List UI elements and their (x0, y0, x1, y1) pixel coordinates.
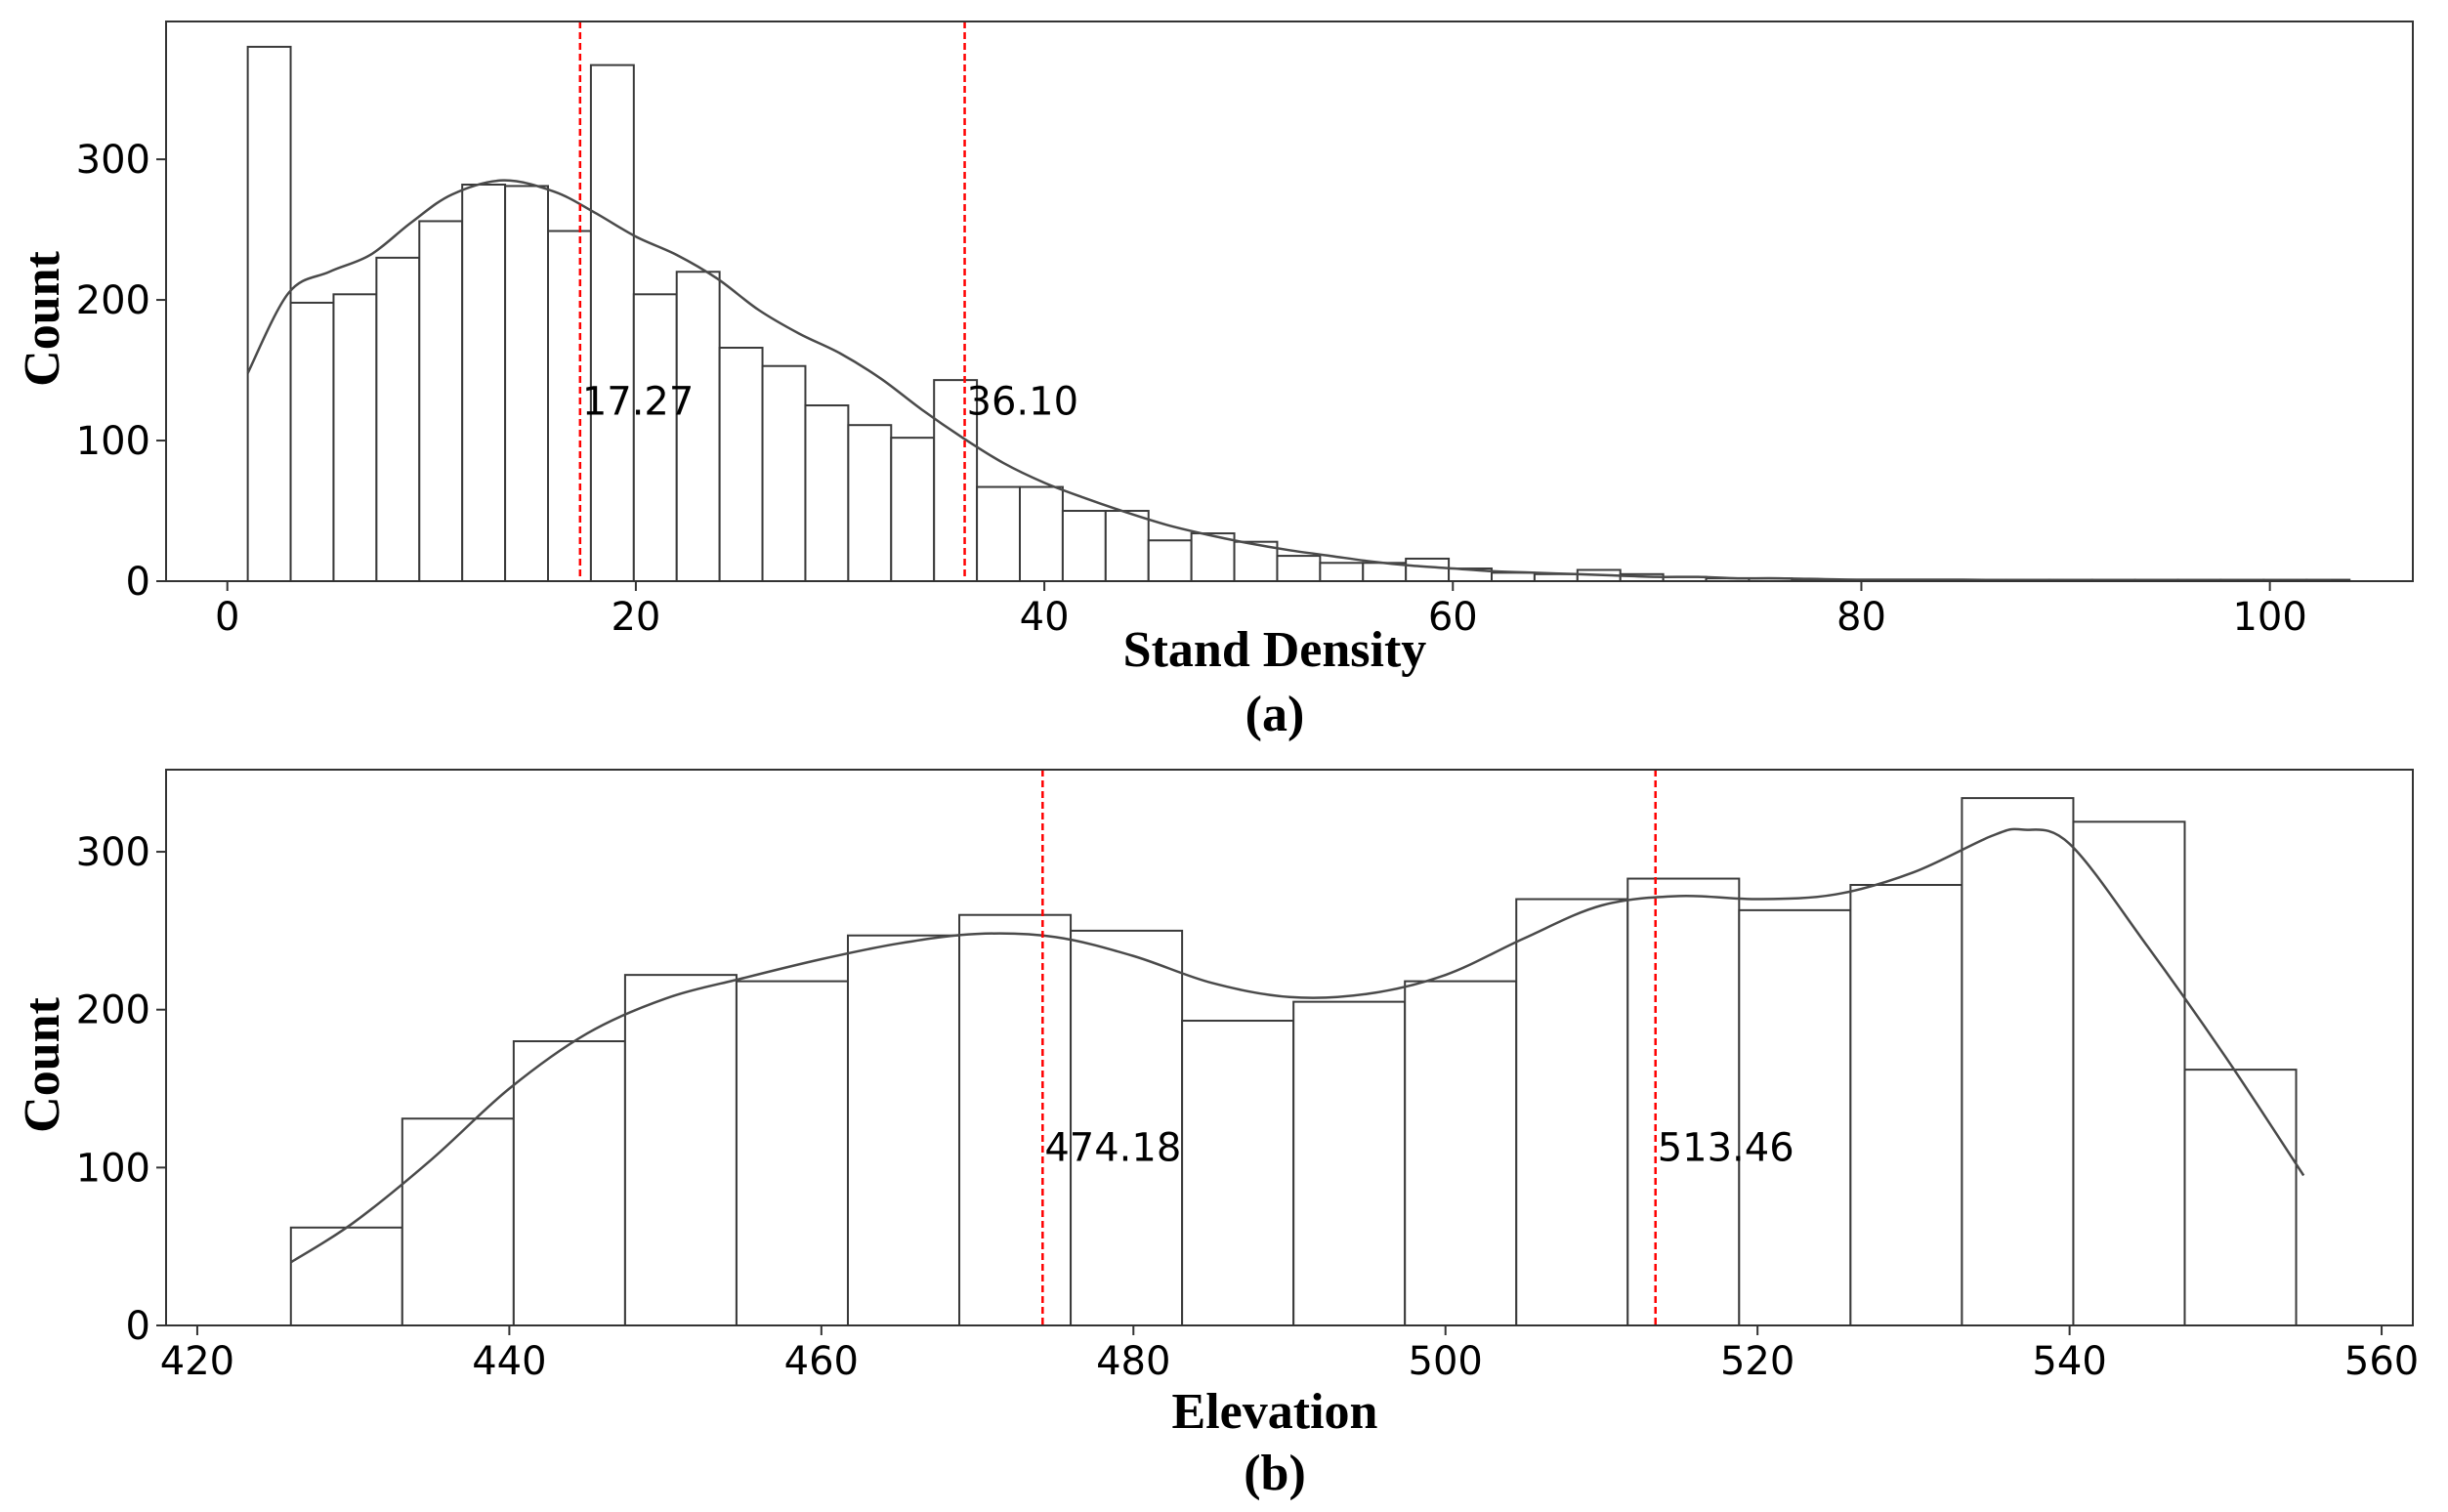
histogram-bar (976, 485, 1021, 582)
histogram-bar (1061, 510, 1107, 582)
histogram-bar (2072, 820, 2186, 1326)
histogram-bar (846, 934, 961, 1326)
histogram-bar (933, 379, 979, 582)
y-tick-label: 200 (76, 278, 150, 323)
y-axis-label: Count (15, 250, 70, 386)
panel-caption: (a) (1245, 687, 1305, 742)
x-axis-label: Stand Density (1123, 622, 1427, 678)
x-tick-label: 0 (215, 595, 239, 640)
histogram-bar (1147, 539, 1193, 582)
histogram-bar (1104, 510, 1150, 582)
x-tick-label: 440 (472, 1339, 546, 1384)
panel-caption: (b) (1244, 1446, 1306, 1501)
histogram-bar (1276, 555, 1322, 583)
histogram-bar (1961, 797, 2075, 1326)
y-tick-label: 200 (76, 988, 150, 1033)
histogram-bar (1190, 532, 1236, 582)
x-tick-label: 20 (611, 595, 660, 640)
histogram-bar (1292, 1000, 1407, 1327)
histogram-bar (375, 256, 421, 582)
histogram-bar (958, 913, 1073, 1326)
x-tick-label: 480 (1096, 1339, 1170, 1384)
histogram-bar (401, 1117, 515, 1326)
histogram-bar (1738, 908, 1852, 1326)
reference-line-label: 17.27 (582, 380, 695, 425)
histogram-bar (761, 364, 807, 582)
histogram-bar (289, 301, 335, 582)
x-tick-label: 100 (2232, 595, 2306, 640)
histogram-bar (1405, 557, 1451, 583)
x-tick-label: 460 (784, 1339, 859, 1384)
y-tick-label: 100 (76, 419, 150, 464)
x-tick-label: 60 (1428, 595, 1478, 640)
histogram-bar (675, 271, 721, 582)
histogram-bar (735, 980, 849, 1327)
axes-frame (165, 769, 2414, 1326)
y-axis-label: Count (15, 996, 70, 1132)
y-tick-label: 100 (76, 1146, 150, 1191)
reference-line-label: 474.18 (1044, 1125, 1181, 1170)
histogram-bar (512, 1040, 626, 1326)
y-tick-label: 300 (76, 830, 150, 875)
histogram-bar (589, 63, 635, 582)
histogram-bar (1491, 571, 1536, 583)
reference-line-label: 36.10 (967, 380, 1079, 425)
histogram-bar (332, 293, 378, 582)
histogram-bar (289, 1226, 403, 1327)
histogram-bar (1319, 562, 1365, 583)
axes-frame (165, 21, 2414, 582)
histogram-bar (804, 404, 850, 582)
histogram-bar (1626, 877, 1741, 1326)
histogram-bar (847, 424, 893, 583)
histogram-bar (1849, 884, 1963, 1327)
x-tick-label: 520 (1720, 1339, 1794, 1384)
histogram-bar (547, 230, 592, 582)
kde-curve (246, 179, 2332, 582)
histogram-bar (623, 974, 738, 1326)
y-tick-label: 300 (76, 138, 150, 183)
histogram-bar (504, 185, 549, 582)
histogram-bar (1515, 898, 1629, 1326)
x-tick-label: 40 (1020, 595, 1070, 640)
histogram-bar (1181, 1020, 1295, 1326)
x-tick-label: 500 (1409, 1339, 1483, 1384)
y-tick-label: 0 (126, 1304, 150, 1349)
x-tick-label: 80 (1836, 595, 1886, 640)
y-tick-label: 0 (126, 560, 150, 605)
reference-line-label: 513.46 (1658, 1125, 1794, 1170)
histogram-bar (418, 220, 464, 582)
histogram-bar (890, 437, 936, 582)
histogram-bar (1070, 929, 1184, 1326)
histogram-bar (718, 347, 764, 582)
histogram-bar (2183, 1069, 2298, 1327)
x-tick-label: 560 (2344, 1339, 2419, 1384)
kde-curve (290, 827, 2305, 1264)
histogram-bar (1404, 980, 1518, 1327)
histogram-bar (632, 293, 678, 582)
x-tick-label: 420 (160, 1339, 234, 1384)
chart-panel-b: 474.18 513.46 420 440 460 480 500 520 540 560 0 100… (15, 769, 2419, 1501)
histogram-bar (461, 184, 507, 582)
x-tick-label: 540 (2032, 1339, 2106, 1384)
x-axis-label: Elevation (1172, 1384, 1378, 1440)
histogram-bar (1019, 485, 1064, 582)
histogram-bar (246, 45, 292, 583)
chart-panel-a: 17.27 36.10 0 20 40 60 80 100 0 100 200 300 Count Sta… (15, 21, 2414, 742)
